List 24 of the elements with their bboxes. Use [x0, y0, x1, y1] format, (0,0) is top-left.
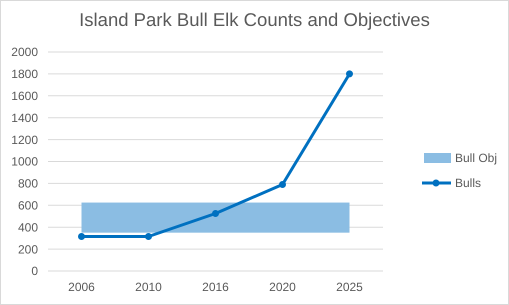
x-tick-label: 2016 [202, 280, 230, 294]
x-tick-label: 2020 [269, 280, 296, 294]
y-tick-label: 1800 [11, 67, 38, 82]
y-tick-label: 1600 [11, 89, 38, 103]
point [279, 180, 286, 188]
chart-title: Island Park Bull Elk Counts and Objectives [79, 9, 430, 30]
point [78, 233, 85, 240]
legend-label: Bull Obj [455, 151, 498, 166]
y-tick-label: 600 [18, 198, 38, 212]
x-tick-label: 2006 [68, 280, 96, 294]
y-tick-label: 800 [18, 176, 38, 191]
y-tick-label: 2000 [11, 45, 38, 60]
y-tick-label: 200 [18, 242, 38, 256]
point [145, 233, 152, 240]
y-tick-label: 0 [31, 264, 38, 278]
point [346, 70, 353, 78]
point [212, 210, 219, 218]
y-tick-label: 400 [18, 220, 38, 234]
y-tick-label: 1000 [11, 154, 38, 169]
x-tick-label: 2025 [336, 280, 364, 294]
x-tick-label: 2010 [135, 280, 162, 294]
y-tick-label: 1200 [11, 132, 38, 147]
y-tick-label: 1400 [11, 110, 38, 125]
legend-label: Bulls [455, 176, 482, 190]
